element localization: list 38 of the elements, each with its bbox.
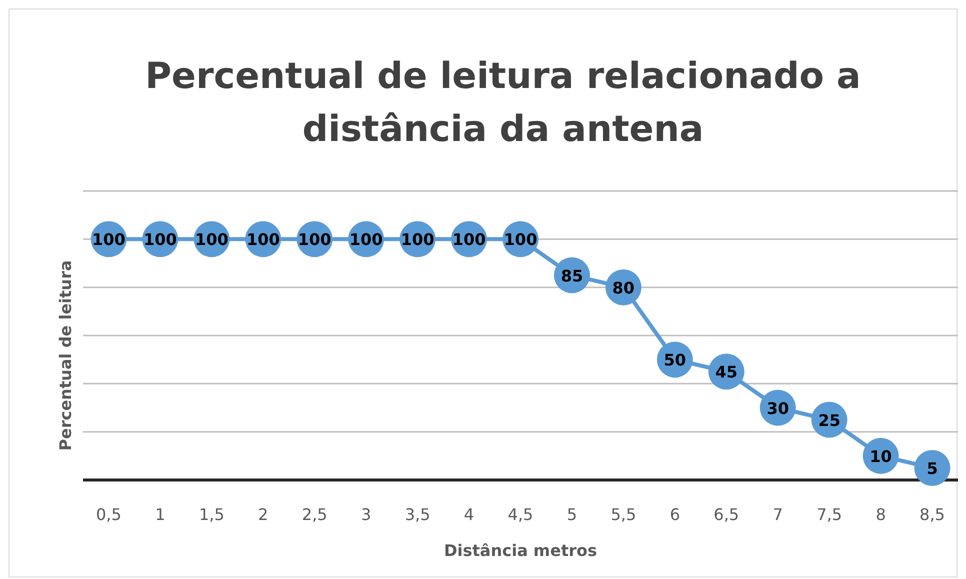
x-tick-label: 6,5 <box>714 505 740 524</box>
x-tick-label: 8,5 <box>920 505 945 524</box>
data-label: 100 <box>92 230 126 250</box>
x-tick-label: 3,5 <box>404 505 430 524</box>
x-tick-label: 3 <box>360 505 372 524</box>
x-tick-label: 4 <box>464 505 474 524</box>
data-label: 100 <box>504 230 538 250</box>
x-tick-label: 0,5 <box>96 505 122 524</box>
data-label: 100 <box>349 230 383 250</box>
data-label: 100 <box>452 230 486 250</box>
x-tick-label: 8 <box>876 505 886 524</box>
x-tick-label: 6 <box>670 505 680 524</box>
x-tick-label: 5 <box>566 505 578 524</box>
x-tick-label: 2,5 <box>302 505 328 524</box>
data-label: 100 <box>400 230 434 250</box>
data-label: 45 <box>715 362 738 382</box>
data-label: 85 <box>560 266 584 286</box>
y-axis-title: Percentual de leitura <box>56 260 75 451</box>
data-label: 50 <box>664 350 686 370</box>
x-tick-label: 1 <box>155 505 166 524</box>
x-tick-label: 4,5 <box>508 505 534 524</box>
x-axis-title: Distância metros <box>444 541 598 560</box>
x-tick-label: 2 <box>258 505 268 524</box>
data-label: 100 <box>298 230 332 250</box>
data-label: 5 <box>926 458 938 478</box>
data-label: 100 <box>144 230 177 250</box>
data-label: 25 <box>818 410 840 430</box>
x-tick-label: 7,5 <box>816 505 842 524</box>
data-label: 100 <box>246 230 280 250</box>
x-tick-label: 1,5 <box>198 505 224 524</box>
data-label: 10 <box>870 446 892 466</box>
data-label: 80 <box>612 278 635 298</box>
data-label: 30 <box>766 398 789 418</box>
x-tick-label: 5,5 <box>610 505 636 524</box>
point <box>914 450 950 486</box>
x-tick-label: 7 <box>772 505 783 524</box>
chart-title: Percentual de leitura relacionado a distância da antena <box>145 56 861 150</box>
data-label: 100 <box>194 230 228 250</box>
